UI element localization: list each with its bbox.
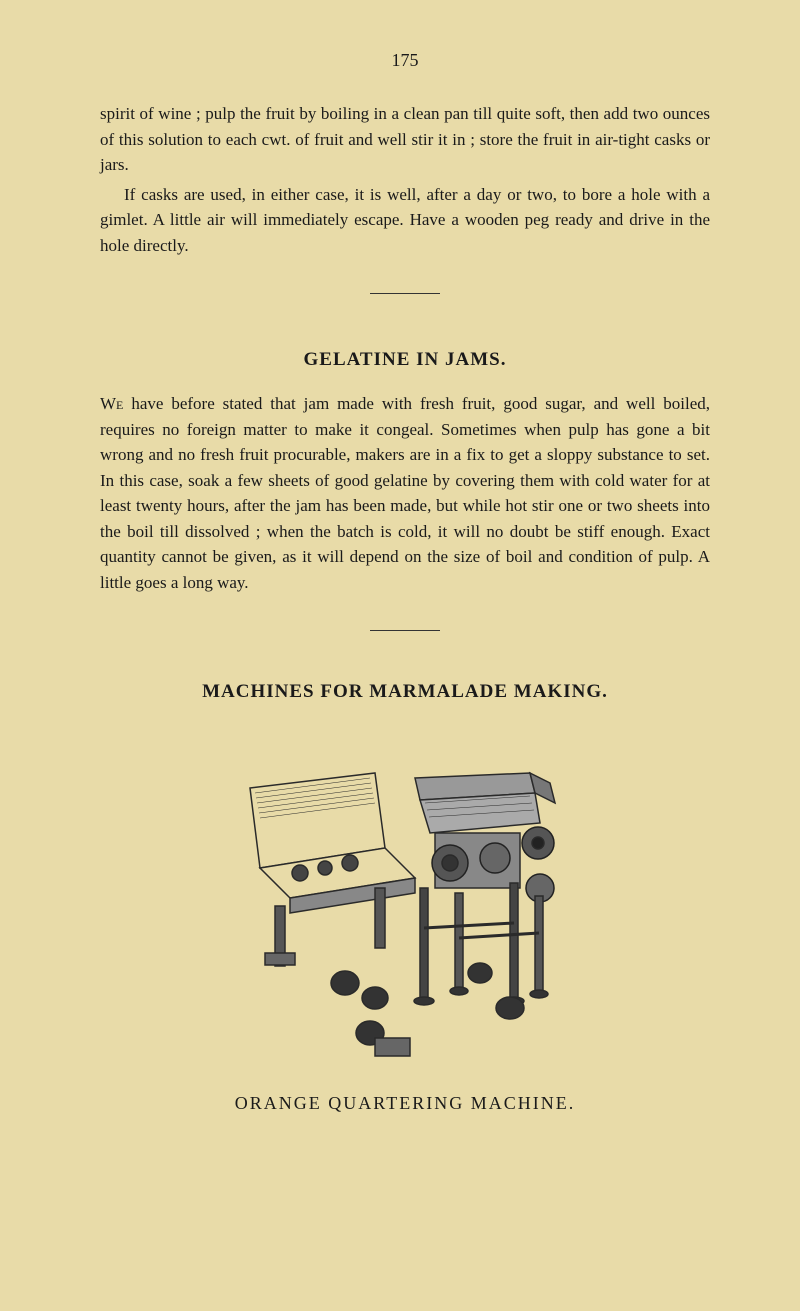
page-number: 175 (100, 50, 710, 71)
body-paragraph-2: If casks are used, in either case, it is… (100, 182, 710, 259)
machine-illustration (100, 728, 710, 1073)
we-smallcaps: We (100, 394, 123, 413)
body-paragraph-1: spirit of wine ; pulp the fruit by boili… (100, 101, 710, 178)
gelatine-paragraph: We have before stated that jam made with… (100, 391, 710, 595)
section-divider-2 (370, 630, 440, 631)
gelatine-heading: GELATINE IN JAMS. (100, 349, 710, 371)
gelatine-body-text: have before stated that jam made with fr… (100, 394, 710, 592)
quartering-machine-icon (220, 728, 590, 1068)
section-divider (370, 293, 440, 294)
illustration-caption: ORANGE QUARTERING MACHINE. (100, 1093, 710, 1114)
machines-heading: MACHINES FOR MARMALADE MAKING. (100, 681, 710, 703)
